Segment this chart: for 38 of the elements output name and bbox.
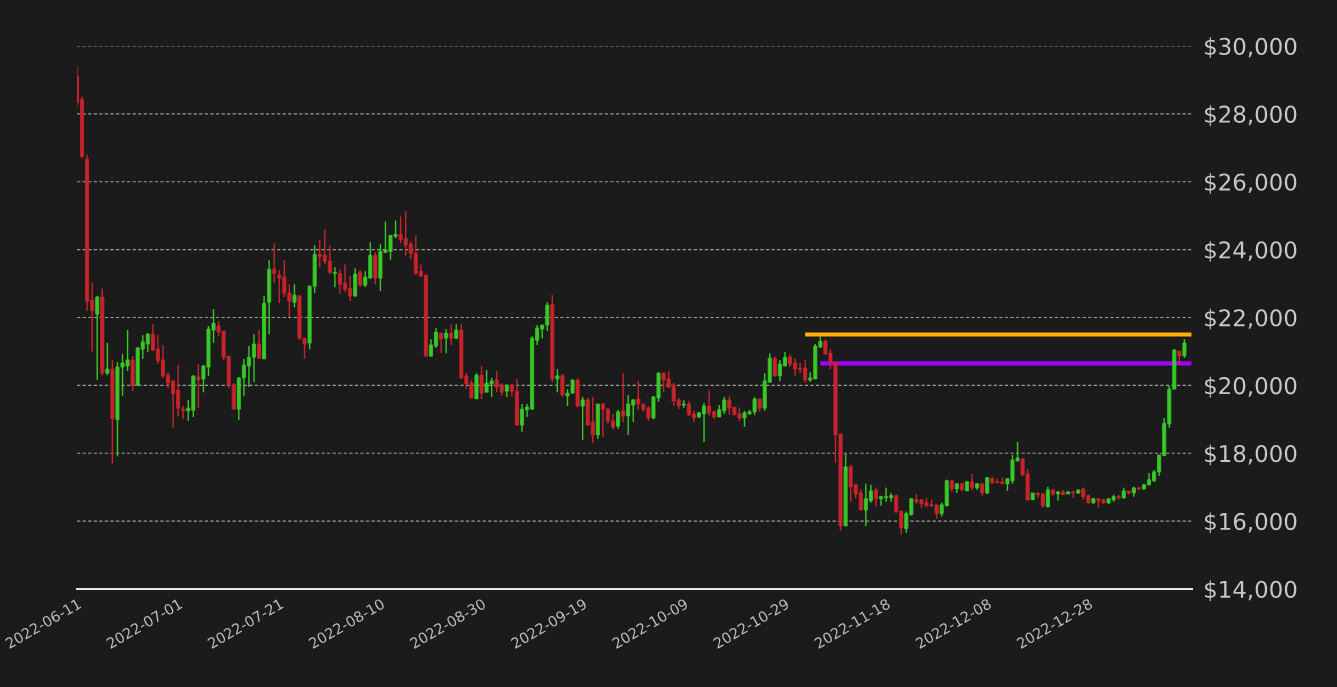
candlestick	[1045, 486, 1050, 508]
candlestick	[772, 355, 777, 378]
candlestick	[292, 283, 297, 309]
candlestick	[353, 267, 358, 297]
candlestick	[560, 373, 565, 398]
y-tick-label: $16,000	[1205, 512, 1297, 534]
candlestick	[474, 372, 479, 400]
candlestick	[616, 409, 621, 430]
candlestick	[145, 332, 150, 353]
candlestick	[95, 295, 100, 381]
candlestick	[626, 394, 631, 436]
candlestick	[555, 368, 560, 393]
candlestick	[439, 332, 444, 354]
candlestick	[1182, 338, 1187, 359]
candlestick	[479, 365, 484, 400]
candlestick	[257, 329, 262, 359]
y-tick-label: $14,000	[1205, 580, 1297, 602]
candlestick	[327, 244, 332, 275]
candlestick	[858, 488, 863, 511]
candlestick	[444, 328, 449, 354]
candlestick	[621, 372, 626, 423]
candlestick	[373, 251, 378, 285]
candlestick	[105, 342, 110, 376]
y-tick-label: $26,000	[1205, 173, 1297, 194]
candlestick	[449, 323, 454, 346]
y-tick-label: $18,000	[1205, 444, 1297, 466]
candlestick	[590, 396, 595, 444]
candlestick	[873, 487, 878, 508]
candlestick	[272, 242, 277, 284]
y-tick-label: $20,000	[1205, 376, 1297, 398]
candlestick	[707, 389, 712, 417]
y-tick-label: $28,000	[1205, 105, 1297, 126]
y-tick-label: $22,000	[1205, 308, 1297, 330]
candlestick	[580, 396, 585, 441]
candlestick	[196, 363, 201, 409]
candlestick	[332, 266, 337, 288]
y-tick-label: $24,000	[1205, 240, 1297, 262]
y-tick-label: $30,000	[1205, 37, 1297, 59]
